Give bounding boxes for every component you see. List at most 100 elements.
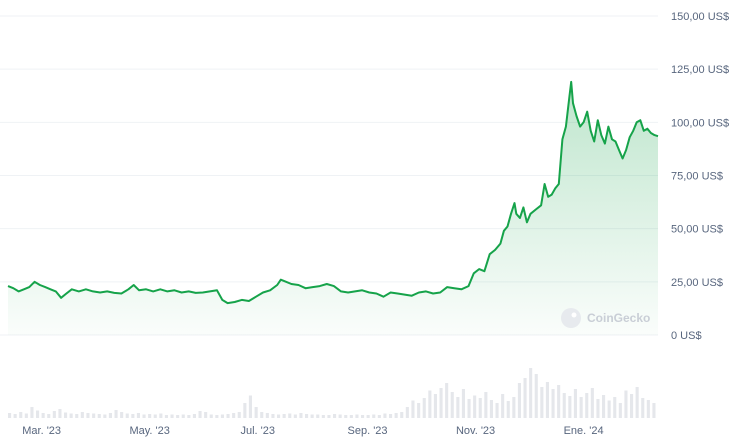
volume-bar [125,413,129,418]
volume-bar [613,397,617,418]
volume-bar [489,400,493,418]
volume-bar [450,392,454,418]
volume-bar [8,413,12,418]
volume-bar [181,414,185,418]
volume-bar [630,394,634,418]
volume-bar [618,403,622,418]
volume-bar [80,412,84,418]
volume-bar [422,398,426,418]
volume-bar [545,382,549,418]
volume-bar [58,409,62,418]
volume-bar [333,414,337,418]
volume-bar [551,389,555,418]
volume-bar [355,414,359,418]
volume-bar [473,395,477,418]
volume-bar [506,401,510,418]
volume-bar [36,410,40,418]
volume-bar [120,412,124,418]
volume-bar [540,387,544,418]
volume-bar [108,413,112,418]
volume-bar [389,414,393,418]
volume-bar [220,414,224,418]
volume-bar [579,397,583,418]
volume-bar [103,414,107,418]
volume-bar [13,414,17,418]
volume-bar [271,414,275,418]
volume-bar [176,415,180,418]
volume-bar [394,413,398,418]
volume-bar [97,414,101,418]
price-line [7,80,659,305]
volume-bar [478,398,482,418]
volume-bar [248,395,252,418]
volume-bar [24,413,28,418]
x-tick-label: Mar. '23 [22,425,61,437]
volume-bar [327,415,331,418]
x-axis-tick-labels: Mar. '23 May. '23 Jul. '23 Sep. '23 Nov. '23… [22,425,603,437]
volume-bar [562,393,566,418]
volume-bar [47,414,51,418]
volume-bar [192,414,196,418]
volume-bar [288,413,292,418]
volume-bar [366,415,370,418]
volume-bar [512,397,516,418]
volume-bar [282,414,286,418]
volume-bar [461,389,465,418]
volume-bar [344,415,348,418]
volume-bar [573,389,577,418]
volume-bar [316,414,320,418]
y-axis-tick-labels: 150,00 US$ 125,00 US$ 100,00 US$ 75,00 US$ 5… [671,11,729,342]
volume-bar [41,413,45,418]
volume-bar [30,407,34,418]
volume-bar [237,412,241,418]
volume-bar [19,412,23,418]
volume-bar [590,388,594,418]
volume-bars [8,368,656,418]
y-tick-label: 100,00 US$ [671,117,729,129]
volume-bar [585,393,589,418]
volume-bar [198,411,202,418]
volume-bar [405,407,409,418]
x-tick-label: Sep. '23 [348,425,388,437]
volume-bar [624,390,628,418]
volume-bar [215,415,219,418]
volume-bar [159,413,163,418]
volume-bar [383,413,387,418]
x-tick-label: Nov. '23 [456,425,495,437]
volume-bar [635,387,639,418]
volume-bar [232,413,236,418]
y-tick-label: 150,00 US$ [671,11,729,23]
volume-bar [265,413,269,418]
volume-bar [445,383,449,418]
coingecko-logo-eye [571,312,577,318]
volume-bar [254,407,258,418]
coingecko-watermark: CoinGecko [561,308,650,328]
volume-bar [646,400,650,418]
volume-bar [372,414,376,418]
volume-bar [529,368,533,418]
volume-bar [467,399,471,418]
volume-bar [428,390,432,418]
volume-bar [69,413,73,418]
volume-bar [299,413,303,418]
volume-bar [187,415,191,418]
volume-bar [495,403,499,418]
volume-bar [52,411,56,418]
price-area-fill [8,81,658,336]
volume-bar [523,378,527,418]
volume-bar [411,400,415,418]
volume-bar [293,414,297,418]
volume-bar [148,414,152,418]
volume-bar [652,403,656,418]
volume-bar [204,412,208,418]
y-tick-label: 50,00 US$ [671,224,723,236]
volume-bar [305,414,309,418]
volume-bar [64,412,68,418]
volume-bar [607,400,611,418]
volume-bar [596,399,600,418]
volume-bar [557,385,561,418]
volume-bar [641,398,645,418]
volume-bar [131,414,135,418]
volume-bar [517,383,521,418]
